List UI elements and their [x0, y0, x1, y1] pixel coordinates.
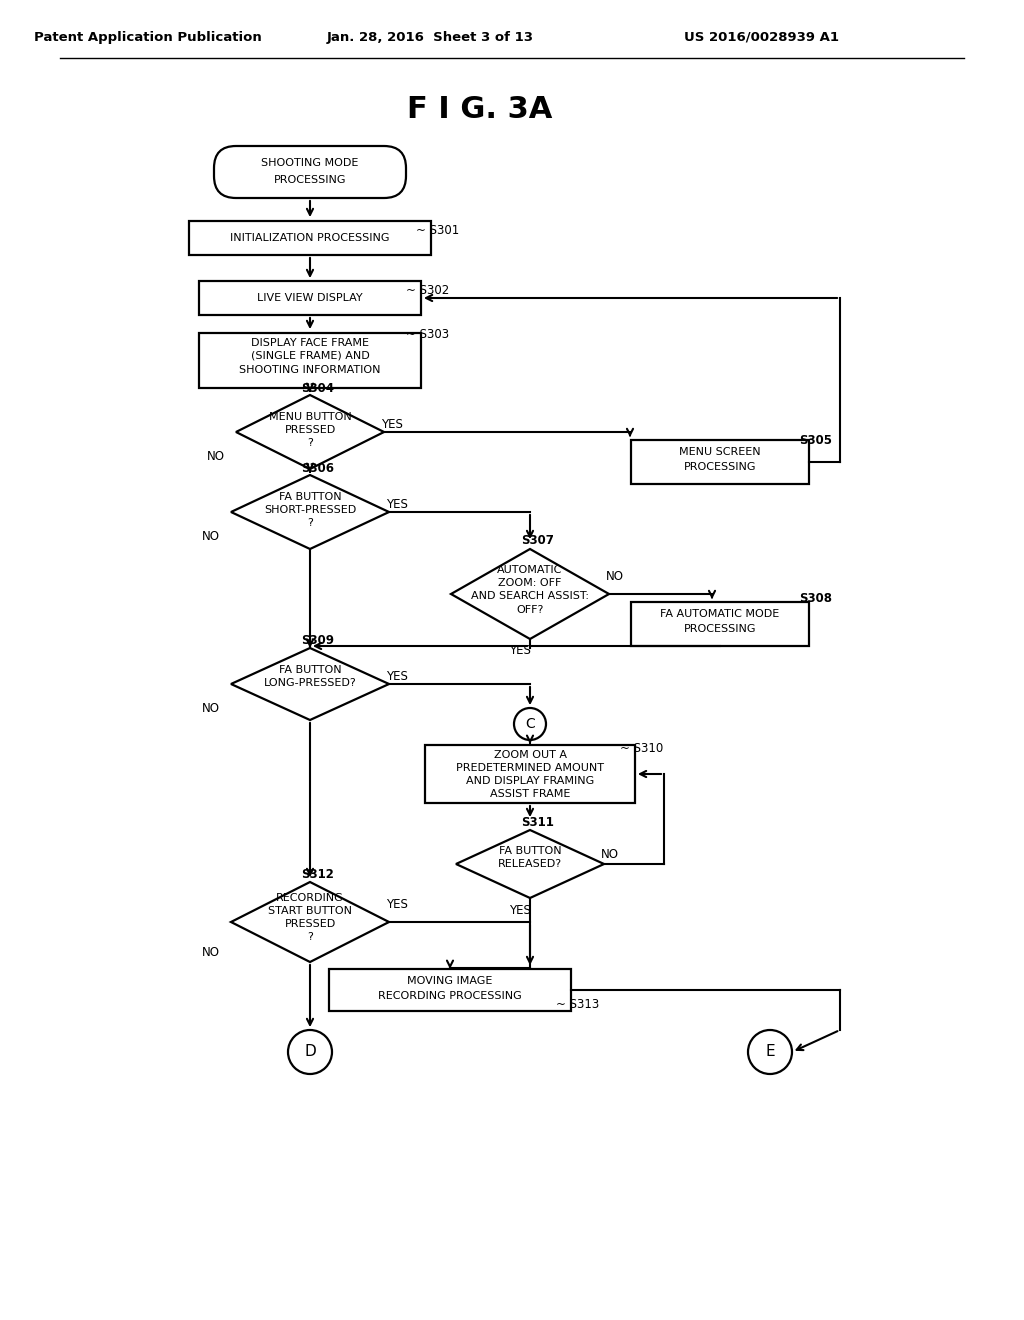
Text: NO: NO — [606, 569, 624, 582]
Text: NO: NO — [601, 847, 618, 861]
Text: FA AUTOMATIC MODE: FA AUTOMATIC MODE — [660, 609, 779, 619]
Text: Patent Application Publication: Patent Application Publication — [34, 30, 262, 44]
Circle shape — [514, 708, 546, 741]
Text: YES: YES — [381, 417, 402, 430]
Text: ~ S301: ~ S301 — [417, 223, 460, 236]
Text: AND SEARCH ASSIST:: AND SEARCH ASSIST: — [471, 591, 589, 601]
Text: PREDETERMINED AMOUNT: PREDETERMINED AMOUNT — [456, 763, 604, 774]
Text: S312: S312 — [301, 867, 335, 880]
FancyBboxPatch shape — [199, 333, 421, 388]
FancyBboxPatch shape — [329, 969, 571, 1011]
Text: (SINGLE FRAME) AND: (SINGLE FRAME) AND — [251, 351, 370, 360]
Text: ZOOM OUT A: ZOOM OUT A — [494, 750, 566, 760]
Text: D: D — [304, 1044, 315, 1060]
Text: NO: NO — [202, 531, 220, 544]
FancyBboxPatch shape — [214, 147, 406, 198]
Circle shape — [748, 1030, 792, 1074]
Text: SHOOTING MODE: SHOOTING MODE — [261, 158, 358, 168]
Text: S309: S309 — [301, 635, 335, 648]
Text: S304: S304 — [301, 381, 335, 395]
Text: OFF?: OFF? — [516, 605, 544, 615]
Text: PROCESSING: PROCESSING — [684, 462, 757, 473]
Text: YES: YES — [386, 898, 408, 911]
Text: SHOOTING INFORMATION: SHOOTING INFORMATION — [240, 366, 381, 375]
FancyBboxPatch shape — [631, 440, 809, 484]
Text: YES: YES — [386, 669, 408, 682]
FancyBboxPatch shape — [199, 281, 421, 315]
Text: FA BUTTON: FA BUTTON — [279, 492, 341, 502]
Text: PRESSED: PRESSED — [285, 919, 336, 929]
FancyBboxPatch shape — [631, 602, 809, 645]
Text: US 2016/0028939 A1: US 2016/0028939 A1 — [684, 30, 840, 44]
Text: S305: S305 — [800, 433, 833, 446]
Text: S307: S307 — [521, 535, 554, 548]
Text: ~ S303: ~ S303 — [407, 329, 450, 342]
Text: RELEASED?: RELEASED? — [498, 859, 562, 869]
Text: FA BUTTON: FA BUTTON — [499, 846, 561, 855]
Text: START BUTTON: START BUTTON — [268, 906, 352, 916]
Text: LIVE VIEW DISPLAY: LIVE VIEW DISPLAY — [257, 293, 362, 304]
Polygon shape — [231, 882, 389, 962]
Text: C: C — [525, 717, 535, 731]
Text: ~ S313: ~ S313 — [556, 998, 600, 1011]
Text: PROCESSING: PROCESSING — [684, 624, 757, 634]
Polygon shape — [231, 648, 389, 719]
FancyBboxPatch shape — [425, 744, 635, 803]
Text: YES: YES — [386, 498, 408, 511]
Text: FA BUTTON: FA BUTTON — [279, 665, 341, 675]
Text: SHORT-PRESSED: SHORT-PRESSED — [264, 506, 356, 515]
Text: MOVING IMAGE: MOVING IMAGE — [408, 975, 493, 986]
Text: ?: ? — [307, 932, 313, 942]
Polygon shape — [456, 830, 604, 898]
Text: ZOOM: OFF: ZOOM: OFF — [499, 578, 562, 587]
Text: S308: S308 — [800, 591, 833, 605]
Text: S311: S311 — [521, 817, 554, 829]
Text: NO: NO — [202, 945, 220, 958]
Text: ASSIST FRAME: ASSIST FRAME — [489, 789, 570, 799]
Text: RECORDING PROCESSING: RECORDING PROCESSING — [378, 991, 522, 1001]
Text: ?: ? — [307, 438, 313, 447]
Text: PRESSED: PRESSED — [285, 425, 336, 436]
Text: YES: YES — [509, 903, 530, 916]
Text: NO: NO — [207, 450, 225, 463]
Text: F I G. 3A: F I G. 3A — [408, 95, 553, 124]
Text: DISPLAY FACE FRAME: DISPLAY FACE FRAME — [251, 338, 369, 348]
Text: INITIALIZATION PROCESSING: INITIALIZATION PROCESSING — [230, 234, 390, 243]
Polygon shape — [231, 475, 389, 549]
Text: ?: ? — [307, 517, 313, 528]
FancyBboxPatch shape — [189, 220, 431, 255]
Polygon shape — [451, 549, 609, 639]
Text: S306: S306 — [301, 462, 335, 474]
Text: MENU BUTTON: MENU BUTTON — [268, 412, 351, 422]
Text: AND DISPLAY FRAMING: AND DISPLAY FRAMING — [466, 776, 594, 785]
Text: E: E — [765, 1044, 775, 1060]
Text: MENU SCREEN: MENU SCREEN — [679, 447, 761, 457]
Circle shape — [288, 1030, 332, 1074]
Text: LONG-PRESSED?: LONG-PRESSED? — [263, 678, 356, 688]
Polygon shape — [236, 395, 384, 469]
Text: YES: YES — [509, 644, 530, 657]
Text: RECORDING: RECORDING — [276, 894, 344, 903]
Text: PROCESSING: PROCESSING — [273, 176, 346, 185]
Text: Jan. 28, 2016  Sheet 3 of 13: Jan. 28, 2016 Sheet 3 of 13 — [327, 30, 534, 44]
Text: AUTOMATIC: AUTOMATIC — [498, 565, 562, 576]
Text: ~ S302: ~ S302 — [407, 284, 450, 297]
Text: ~ S310: ~ S310 — [621, 742, 664, 755]
Text: NO: NO — [202, 702, 220, 715]
